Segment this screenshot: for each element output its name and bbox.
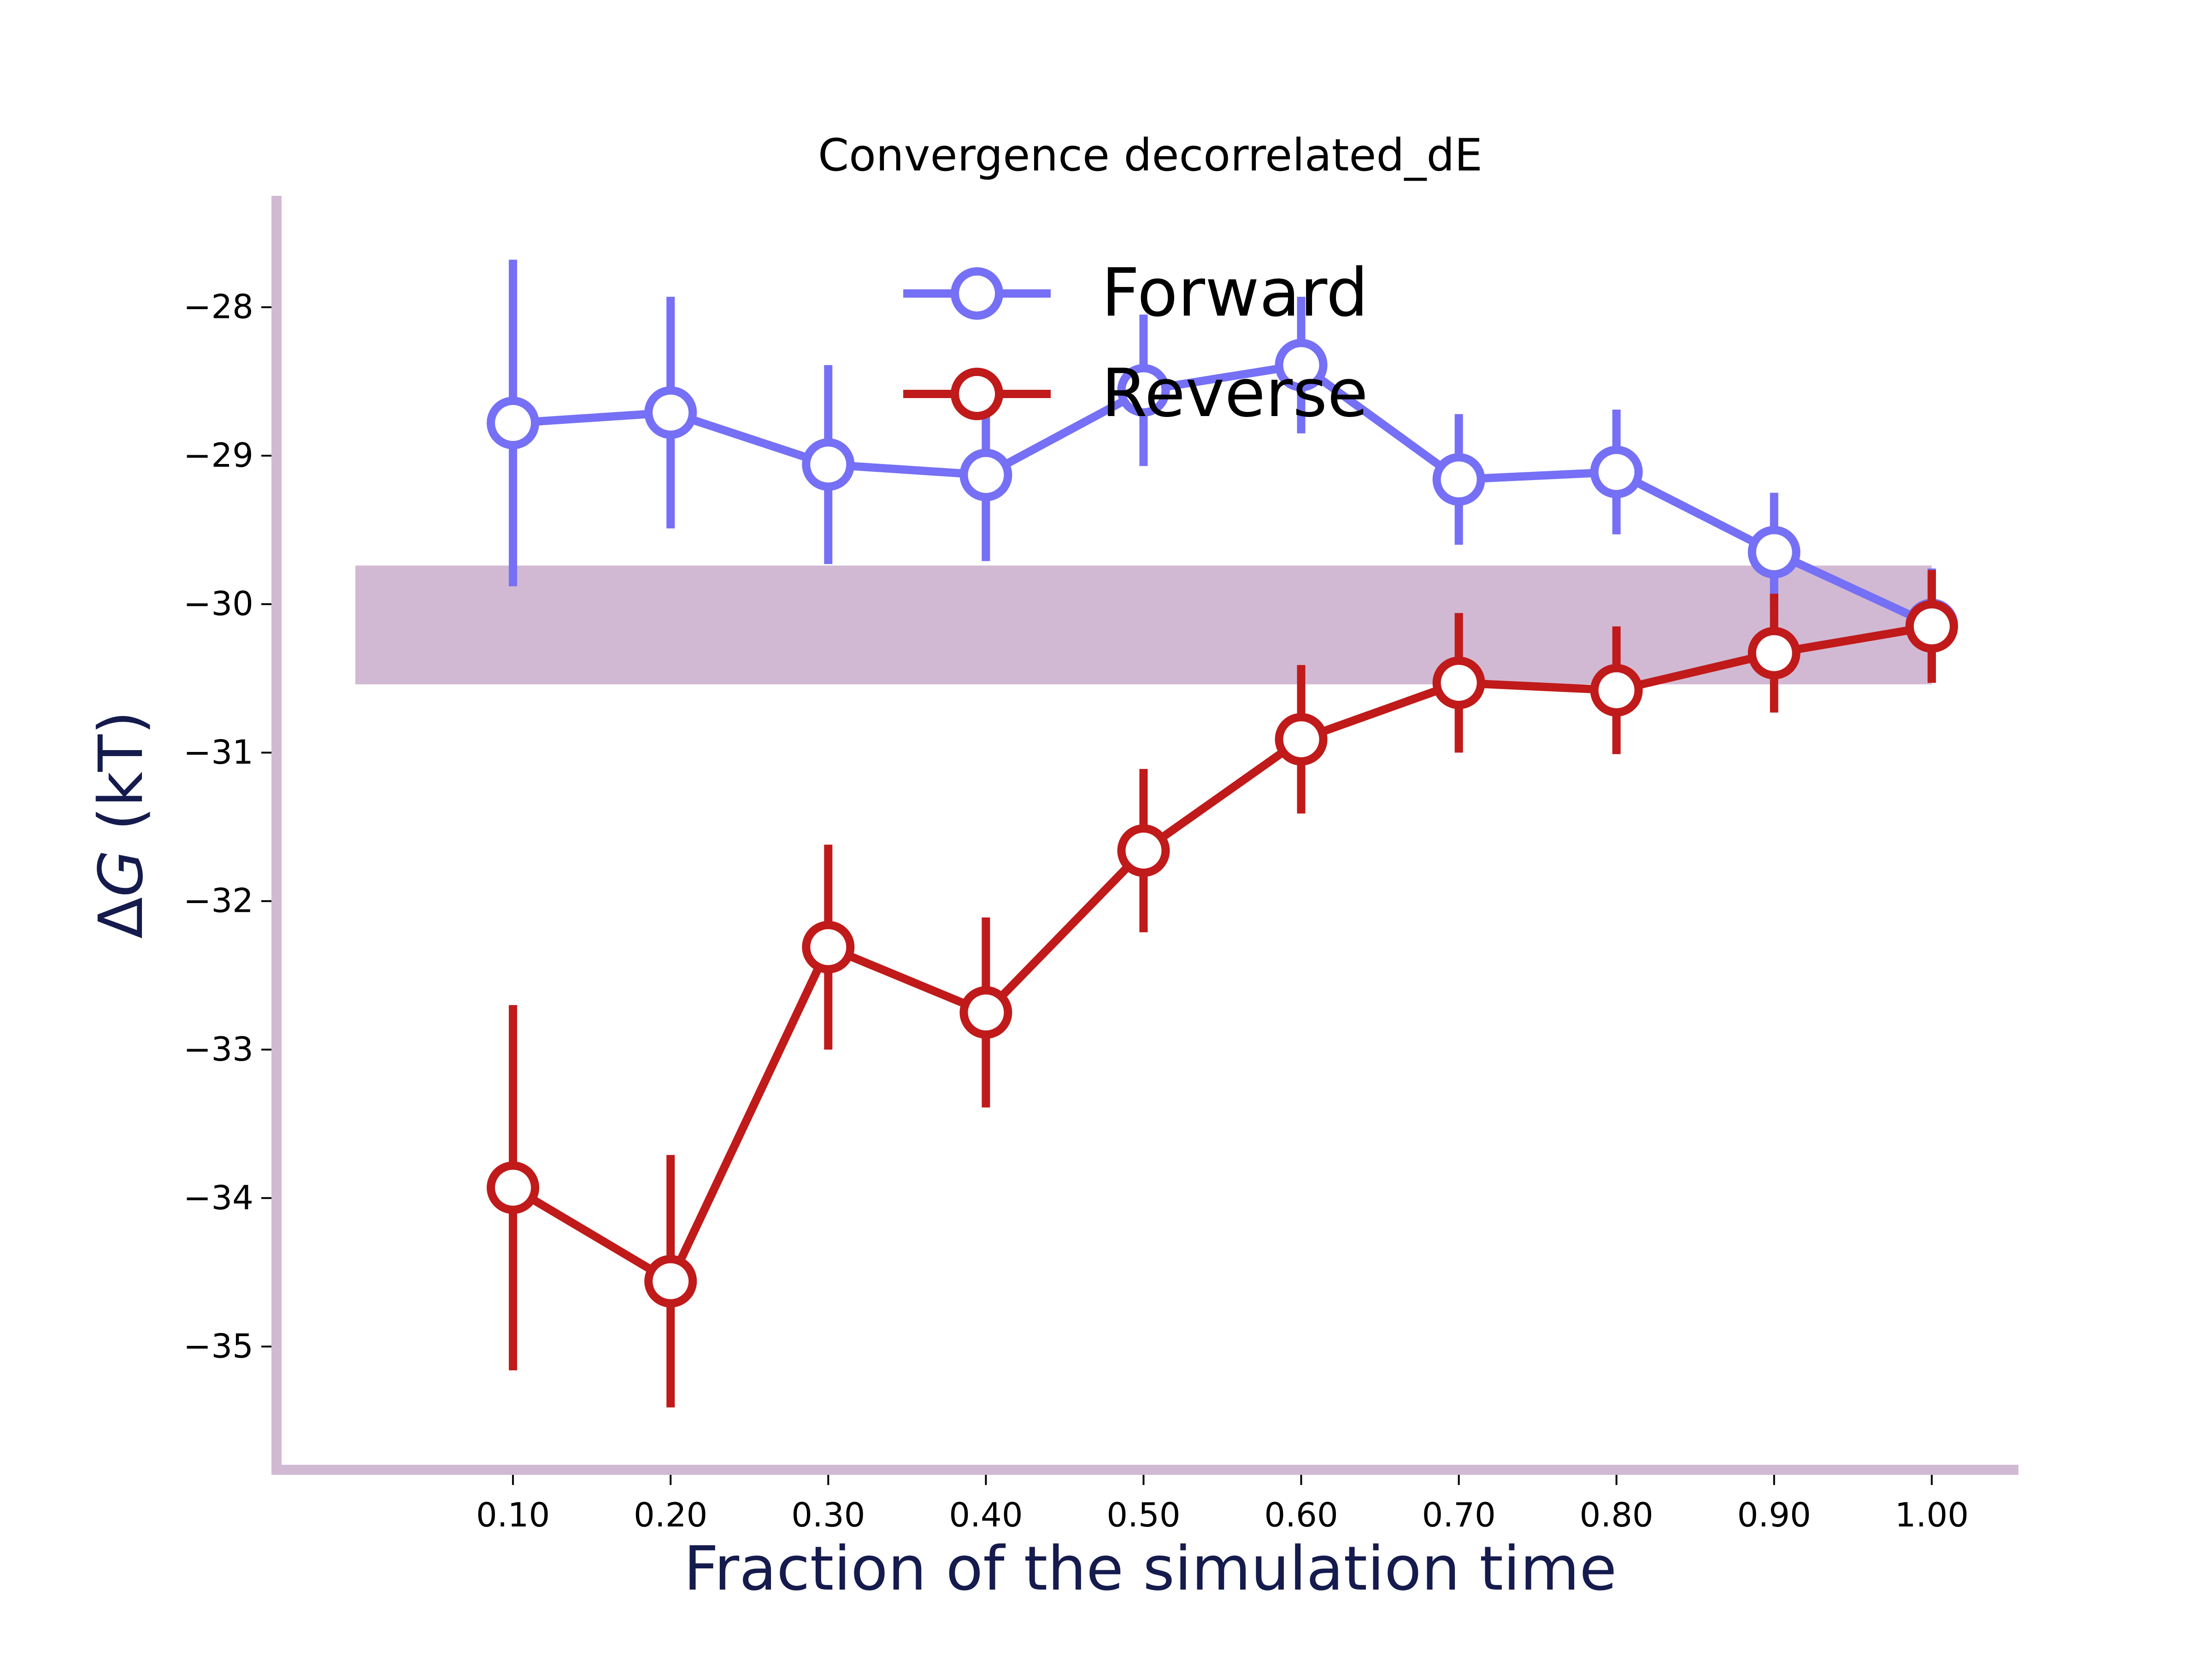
x-tick-label: 0.20: [634, 1496, 707, 1534]
y-tick-label: −33: [183, 1030, 253, 1068]
data-point: [1275, 713, 1328, 766]
x-tick-label: 0.10: [476, 1496, 550, 1534]
series-reverse: [487, 570, 1958, 1408]
legend-marker: [951, 267, 1003, 320]
data-point: [1117, 824, 1170, 877]
legend-label: Reverse: [1101, 354, 1368, 432]
x-tick-label: 0.30: [791, 1496, 865, 1534]
y-tick-label: −34: [183, 1178, 253, 1217]
y-axis-label-delta: Δ: [86, 897, 157, 939]
y-tick-label: −29: [183, 436, 253, 475]
chart-title: Convergence decorrelated_dE: [818, 129, 1483, 181]
data-point: [1905, 600, 1958, 653]
y-tick-label: −30: [183, 584, 253, 623]
data-point: [1432, 453, 1485, 506]
legend: Forward Reverse: [903, 254, 1368, 432]
series-line: [511, 622, 1933, 1285]
x-tick-label: 1.00: [1895, 1496, 1969, 1534]
x-tick-label: 0.50: [1106, 1496, 1180, 1534]
data-point: [487, 1161, 540, 1214]
x-tick-label: 0.60: [1264, 1496, 1338, 1534]
data-point: [802, 438, 855, 491]
x-tick-label: 0.70: [1422, 1496, 1495, 1534]
data-point: [1117, 364, 1170, 417]
data-point: [644, 386, 697, 439]
legend-marker: [951, 368, 1003, 420]
x-tick-label: 0.40: [949, 1496, 1023, 1534]
y-tick-label: −32: [183, 881, 253, 920]
y-tick-label: −35: [183, 1327, 253, 1366]
data-point: [1747, 627, 1800, 680]
y-axis-label-symbol: G: [86, 850, 157, 897]
y-tick-label: −31: [183, 733, 253, 771]
series-line: [512, 361, 1934, 629]
data-point: [1590, 664, 1643, 717]
y-axis-label: ΔG (kT): [86, 711, 157, 939]
reference-band: [355, 565, 1932, 685]
data-point: [1590, 446, 1643, 499]
x-tick-label: 0.80: [1580, 1496, 1653, 1534]
y-axis-label-unit: (kT): [86, 711, 157, 850]
x-tick-label: 0.90: [1737, 1496, 1811, 1534]
data-point: [644, 1255, 697, 1308]
data-point: [802, 921, 855, 974]
x-axis-label: Fraction of the simulation time: [684, 1533, 1617, 1604]
data-point: [1747, 526, 1800, 579]
data-point: [487, 397, 540, 450]
data-point: [959, 986, 1012, 1039]
data-point: [959, 448, 1012, 501]
y-tick-label: −28: [183, 288, 253, 326]
data-point: [1432, 657, 1485, 710]
data-point: [1275, 339, 1328, 392]
legend-label: Forward: [1101, 254, 1368, 331]
